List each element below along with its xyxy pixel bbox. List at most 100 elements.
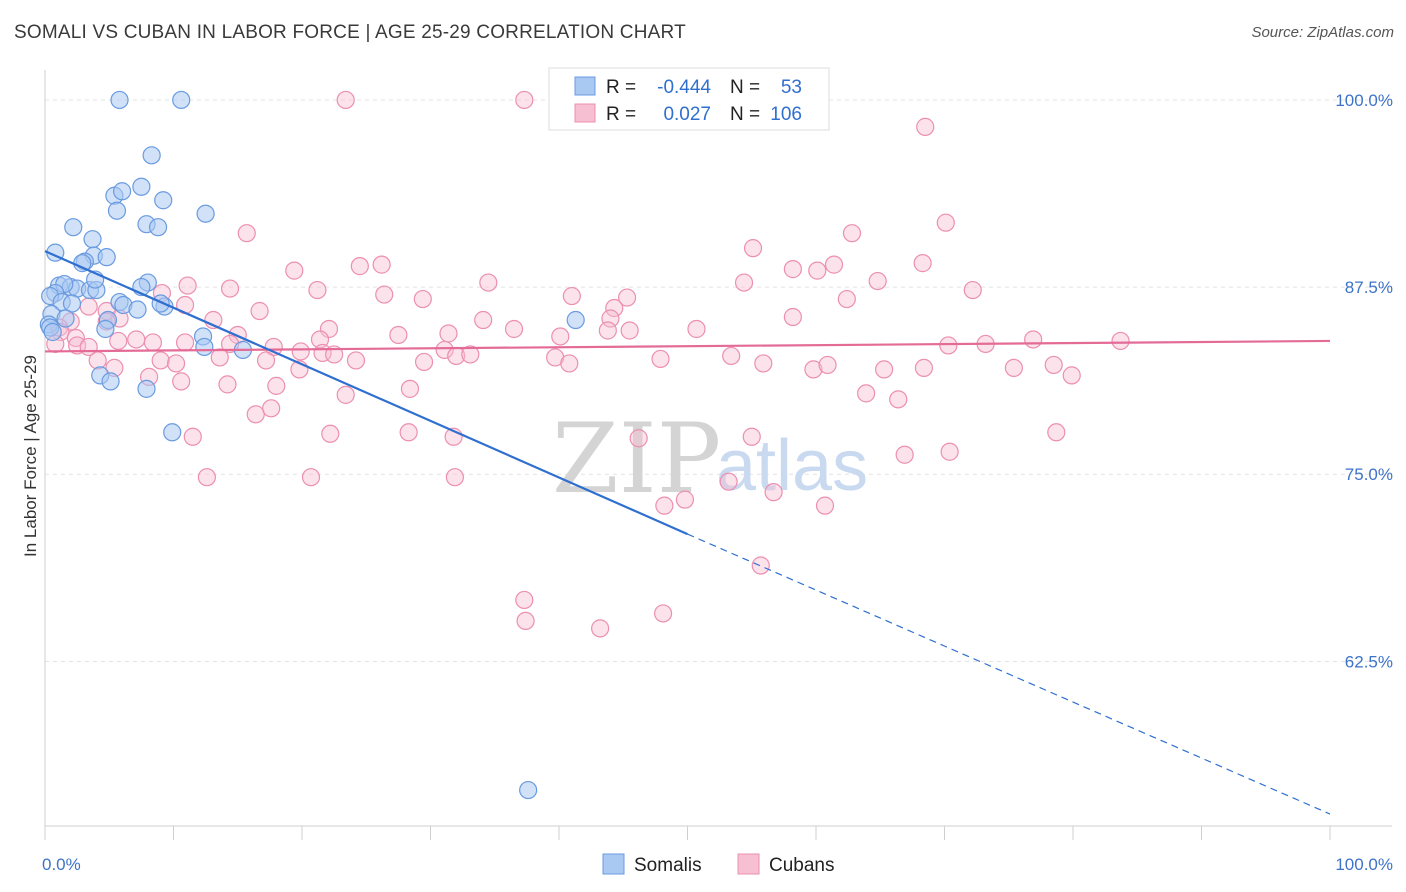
cuban-point-47 bbox=[687, 319, 706, 339]
cuban-point-0 bbox=[336, 90, 355, 110]
cuban-point-50 bbox=[66, 328, 85, 348]
cuban-point-12 bbox=[783, 260, 802, 279]
somali-point-7 bbox=[107, 201, 127, 220]
cuban-point-119 bbox=[815, 496, 835, 515]
series-legend-label-cubans: Cubans bbox=[769, 855, 835, 876]
cuban-point-26 bbox=[618, 288, 637, 307]
somali-point-48 bbox=[137, 379, 156, 398]
cuban-point-57 bbox=[68, 336, 87, 355]
cuban-point-6 bbox=[842, 224, 862, 243]
legend-n-label-cuban: N = bbox=[730, 104, 760, 125]
legend-r-label-cuban: R = bbox=[606, 104, 636, 125]
cuban-point-108 bbox=[742, 427, 761, 446]
cuban-point-9 bbox=[372, 255, 391, 274]
cuban-point-45 bbox=[598, 321, 617, 340]
cuban-point-59 bbox=[143, 333, 163, 352]
somali-point-34 bbox=[128, 300, 147, 319]
cuban-point-25 bbox=[562, 286, 581, 306]
cuban-point-15 bbox=[734, 273, 754, 292]
cuban-point-55 bbox=[435, 340, 454, 360]
somali-trend-line bbox=[44, 250, 688, 536]
cuban-point-21 bbox=[963, 280, 982, 300]
somali-point-3 bbox=[132, 177, 151, 196]
cuban-point-86 bbox=[346, 351, 366, 370]
cuban-point-13 bbox=[808, 261, 827, 280]
cuban-point-104 bbox=[321, 424, 340, 443]
somali-point-2 bbox=[142, 146, 161, 165]
cuban-point-23 bbox=[375, 285, 394, 304]
trend-lines bbox=[44, 250, 1331, 815]
series-legend-swatch-cubans bbox=[737, 853, 760, 875]
cuban-point-84 bbox=[256, 351, 276, 370]
somali-point-6 bbox=[154, 191, 173, 210]
cuban-point-95 bbox=[267, 376, 286, 395]
somali-point-10 bbox=[64, 218, 83, 237]
cuban-point-121 bbox=[516, 611, 535, 631]
cuban-point-120 bbox=[751, 556, 770, 575]
cuban-point-91 bbox=[818, 355, 837, 375]
somali-point-15 bbox=[97, 248, 116, 267]
legend-r-label-somali: R = bbox=[606, 77, 636, 98]
cuban-point-30 bbox=[605, 298, 624, 318]
cuban-point-113 bbox=[301, 468, 321, 487]
cuban-point-37 bbox=[474, 310, 493, 330]
somali-point-11 bbox=[148, 218, 168, 237]
cuban-point-124 bbox=[653, 604, 673, 623]
cuban-point-44 bbox=[439, 324, 458, 343]
cuban-point-71 bbox=[875, 360, 894, 379]
stats-legend: R = -0.444 N = 53 R = 0.027 N = 106 bbox=[548, 67, 830, 131]
cuban-point-78 bbox=[1044, 355, 1063, 375]
watermark-atlas: atlas bbox=[716, 426, 868, 506]
cuban-point-24 bbox=[413, 289, 432, 309]
cuban-point-5 bbox=[936, 213, 955, 232]
cuban-point-49 bbox=[551, 327, 570, 346]
cuban-point-81 bbox=[151, 351, 170, 370]
cuban-point-74 bbox=[1024, 330, 1043, 349]
cuban-point-27 bbox=[79, 297, 98, 316]
cuban-point-4 bbox=[237, 224, 256, 243]
cuban-point-75 bbox=[1111, 331, 1130, 351]
cuban-point-20 bbox=[479, 273, 498, 292]
cuban-point-99 bbox=[889, 390, 908, 409]
cuban-point-10 bbox=[350, 257, 369, 276]
y-tick-label-1: 75.0% bbox=[1345, 465, 1393, 484]
cuban-point-1 bbox=[515, 90, 534, 110]
somali-point-44 bbox=[195, 337, 214, 357]
legend-frame bbox=[548, 67, 830, 131]
cuban-point-100 bbox=[1062, 366, 1081, 385]
somali-point-50 bbox=[566, 310, 585, 330]
cuban-point-72 bbox=[939, 336, 958, 355]
legend-n-value-somali: 53 bbox=[781, 77, 802, 98]
cuban-point-112 bbox=[197, 468, 217, 487]
cuban-point-76 bbox=[914, 358, 934, 378]
cuban-point-19 bbox=[308, 280, 327, 300]
legend-r-value-cuban: 0.027 bbox=[663, 104, 711, 125]
cuban-point-69 bbox=[754, 354, 773, 373]
tick-labels: 62.5% 75.0% 87.5% 100.0% 0.0% 100.0% bbox=[42, 91, 1393, 874]
cuban-point-67 bbox=[461, 345, 480, 364]
y-tick-label-0: 62.5% bbox=[1345, 652, 1393, 671]
x-tick-label-0: 0.0% bbox=[42, 855, 81, 874]
cuban-trend-line bbox=[44, 339, 1331, 353]
cuban-point-43 bbox=[389, 325, 408, 345]
chart-title: SOMALI VS CUBAN IN LABOR FORCE | AGE 25-… bbox=[14, 22, 686, 43]
source-credit: Source: ZipAtlas.com bbox=[1251, 24, 1394, 41]
cuban-point-79 bbox=[88, 351, 107, 370]
series-legend: Somalis Cubans bbox=[602, 853, 835, 876]
watermark-zip: ZIP bbox=[552, 403, 721, 515]
cuban-point-82 bbox=[166, 354, 186, 373]
cuban-point-35 bbox=[601, 309, 620, 328]
somali-point-42 bbox=[96, 319, 115, 339]
cuban-point-117 bbox=[764, 483, 783, 502]
cuban-point-42 bbox=[319, 319, 339, 339]
somali-point-12 bbox=[83, 230, 102, 249]
cuban-point-11 bbox=[285, 261, 304, 280]
somali-point-37 bbox=[56, 309, 75, 328]
cuban-point-46 bbox=[620, 321, 639, 340]
cuban-point-116 bbox=[719, 472, 738, 491]
cuban-point-70 bbox=[804, 360, 823, 379]
somali-point-51 bbox=[519, 780, 538, 800]
cuban-point-87 bbox=[414, 352, 434, 372]
y-tick-label-3: 100.0% bbox=[1335, 91, 1393, 110]
somali-point-5 bbox=[112, 182, 132, 201]
